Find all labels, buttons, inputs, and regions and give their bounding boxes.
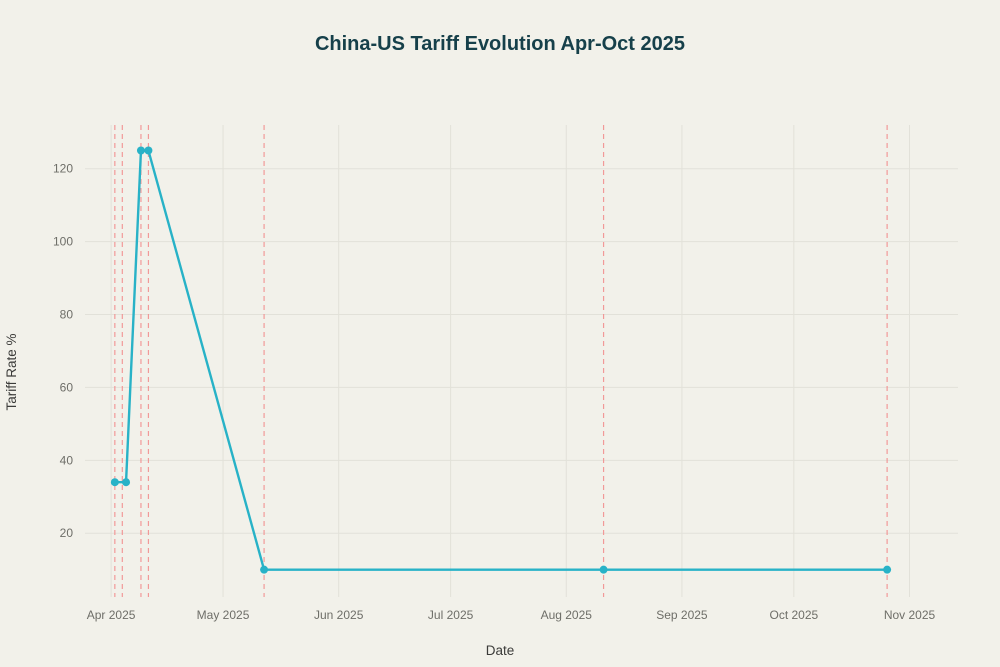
x-tick-label: Apr 2025	[87, 608, 136, 622]
x-tick-label: Oct 2025	[769, 608, 818, 622]
data-point	[122, 478, 131, 487]
y-tick-label: 120	[53, 162, 73, 176]
x-tick-label: Aug 2025	[541, 608, 593, 622]
data-point	[599, 565, 608, 574]
data-point	[260, 565, 269, 574]
data-point	[110, 478, 119, 487]
data-point	[144, 146, 153, 155]
x-axis-label: Date	[486, 643, 515, 658]
x-tick-label: Jul 2025	[428, 608, 474, 622]
y-tick-label: 60	[60, 380, 74, 394]
y-tick-label: 80	[60, 308, 74, 322]
data-point	[883, 565, 892, 574]
chart-title: China-US Tariff Evolution Apr-Oct 2025	[315, 33, 685, 55]
y-tick-label: 100	[53, 235, 73, 249]
x-tick-label: May 2025	[197, 608, 250, 622]
y-axis-label: Tariff Rate %	[4, 333, 19, 410]
y-tick-label: 20	[60, 526, 74, 540]
x-tick-label: Jun 2025	[314, 608, 364, 622]
x-tick-label: Sep 2025	[656, 608, 708, 622]
tariff-line	[113, 149, 889, 571]
data-point	[136, 146, 145, 155]
plot-area: 20 40 60 80 100 120 Apr 2025 May 2025 Jun 2025 Ju…	[53, 125, 958, 622]
y-tick-label: 40	[60, 453, 74, 467]
x-tick-label: Nov 2025	[884, 608, 936, 622]
